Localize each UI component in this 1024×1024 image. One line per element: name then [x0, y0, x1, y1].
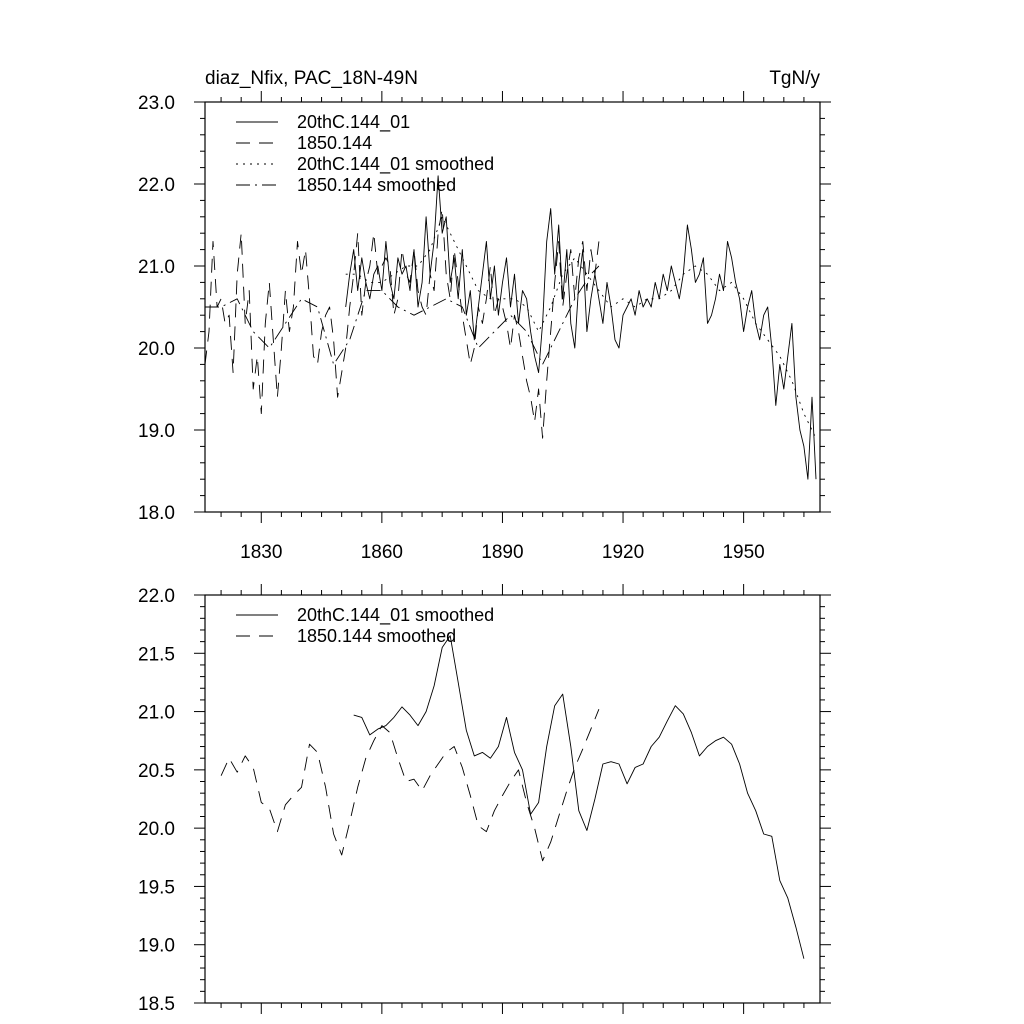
top-y-tick-label: 20.0 — [138, 339, 175, 360]
bottom-y-tick-label: 20.0 — [138, 819, 175, 840]
top-legend-label-4: 1850.144 smoothed — [297, 175, 456, 195]
title-left: diaz_Nfix, PAC_18N-49N — [205, 68, 418, 89]
bottom-y-tick-label: 18.5 — [138, 994, 175, 1015]
top-x-tick-label: 1920 — [602, 542, 644, 563]
bottom-y-tick-label: 19.5 — [138, 877, 175, 898]
top-legend-label-1: 20thC.144_01 — [297, 112, 410, 133]
top-x-tick-label: 1890 — [481, 542, 523, 563]
top-legend-label-3: 20thC.144_01 smoothed — [297, 154, 494, 175]
top-panel: 1830 1860 1890 1920 1950 18.0 19.0 20.0 21.0 22.0… — [138, 91, 831, 563]
title-right-units: TgN/y — [769, 68, 820, 89]
bottom-plot-frame — [204, 594, 821, 1004]
top-y-tick-label: 23.0 — [138, 93, 175, 114]
top-y-tick-label: 18.0 — [138, 503, 175, 524]
top-x-tick-label: 1830 — [240, 542, 282, 563]
top-series-line-1 — [345, 175, 817, 480]
top-y-tick-label: 21.0 — [138, 257, 175, 278]
bottom-legend-label-2: 1850.144 smoothed — [297, 626, 456, 646]
top-x-ticks — [220, 91, 805, 523]
top-series-line-4 — [205, 265, 600, 365]
bottom-legend-label-1: 20thC.144_01 smoothed — [297, 605, 494, 626]
bottom-y-tick-label: 20.5 — [138, 761, 175, 782]
top-series-line-2 — [204, 208, 600, 439]
bottom-y-tick-label: 21.0 — [138, 703, 175, 724]
top-y-ticks — [194, 101, 831, 513]
bottom-series-line-1 — [353, 635, 805, 959]
bottom-y-tick-label: 22.0 — [138, 586, 175, 607]
bottom-panel: 18.5 19.0 19.5 20.0 20.5 21.0 21.5 22.0 20thC.14… — [138, 584, 831, 1015]
bottom-y-tick-label: 21.5 — [138, 644, 175, 665]
bottom-y-tick-label: 19.0 — [138, 936, 175, 957]
top-x-tick-label: 1950 — [722, 542, 764, 563]
top-x-tick-label: 1860 — [361, 542, 403, 563]
bottom-y-ticks — [194, 594, 831, 1004]
bottom-series-line-2 — [220, 709, 600, 862]
bottom-x-ticks — [220, 584, 805, 1014]
top-legend-label-2: 1850.144 — [297, 133, 372, 153]
top-y-tick-label: 19.0 — [138, 421, 175, 442]
top-y-tick-label: 22.0 — [138, 175, 175, 196]
